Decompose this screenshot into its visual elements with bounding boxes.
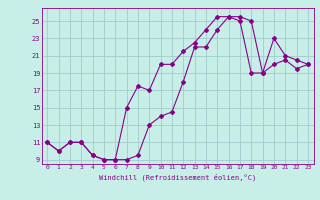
X-axis label: Windchill (Refroidissement éolien,°C): Windchill (Refroidissement éolien,°C) — [99, 173, 256, 181]
